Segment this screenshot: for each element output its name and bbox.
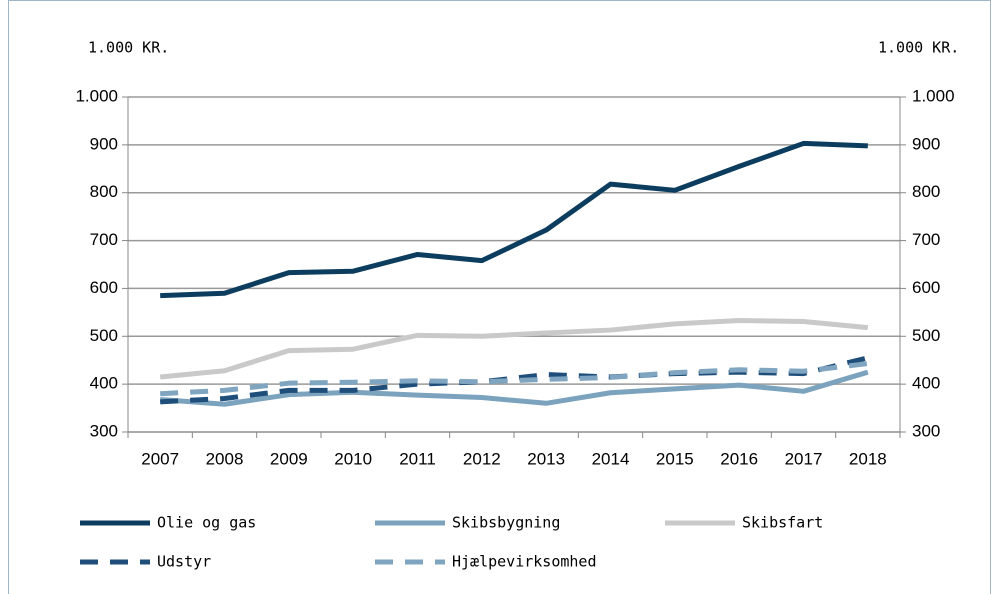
legend-label: Udstyr <box>157 553 211 571</box>
y-tick-label: 300 <box>90 421 118 440</box>
legend-label: Olie og gas <box>157 514 256 532</box>
series-line <box>160 355 869 405</box>
y2-tick-label: 400 <box>912 374 940 393</box>
x-tick-label: 2013 <box>527 449 565 468</box>
y2-tick-label: 900 <box>912 134 940 153</box>
y-tick-label: 600 <box>90 278 118 297</box>
y-tick-label: 800 <box>90 182 118 201</box>
y2-tick-label: 1.000 <box>912 86 955 105</box>
y2-tick-label: 300 <box>912 421 940 440</box>
legend-label: Skibsfart <box>742 514 823 532</box>
x-tick-label: 2012 <box>463 449 501 468</box>
x-tick-label: 2011 <box>399 449 436 468</box>
y2-tick-label: 600 <box>912 278 940 297</box>
x-tick-label: 2017 <box>785 449 823 468</box>
x-tick-label: 2007 <box>141 449 179 468</box>
legend-label: Skibsbygning <box>452 514 560 532</box>
y-tick-label: 700 <box>90 230 118 249</box>
y-tick-label: 900 <box>90 134 118 153</box>
x-tick-label: 2008 <box>206 449 244 468</box>
y-tick-label: 500 <box>90 326 118 345</box>
series-line <box>159 317 869 380</box>
x-tick-label: 2015 <box>656 449 694 468</box>
y-tick-label: 400 <box>90 374 118 393</box>
y2-tick-label: 500 <box>912 326 940 345</box>
y2-tick-label: 700 <box>912 230 940 249</box>
y2-tick-label: 800 <box>912 182 940 201</box>
x-tick-label: 2016 <box>720 449 758 468</box>
series-line <box>159 369 869 407</box>
x-tick-label: 2010 <box>334 449 372 468</box>
y2-unit-label: 1.000 KR. <box>878 39 959 57</box>
y-tick-label: 1.000 <box>75 86 118 105</box>
y-unit-label: 1.000 KR. <box>88 39 169 57</box>
x-tick-label: 2009 <box>270 449 308 468</box>
legend-label: Hjælpevirksomhed <box>452 553 597 571</box>
series-line <box>160 140 868 299</box>
frame <box>8 0 991 594</box>
x-tick-label: 2018 <box>849 449 887 468</box>
x-tick-label: 2014 <box>592 449 630 468</box>
